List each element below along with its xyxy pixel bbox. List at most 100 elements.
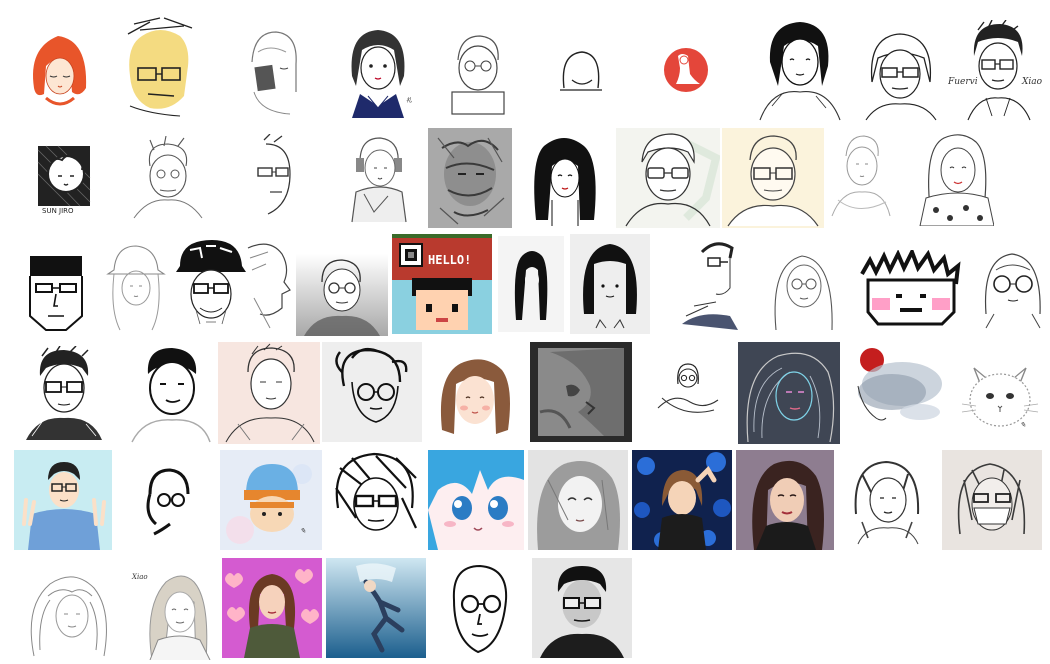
portrait-image [29, 256, 83, 331]
portrait-man-peach-bg[interactable] [218, 342, 320, 444]
portrait-ink-man-glasses-signed[interactable]: Fuervi Xiao [948, 20, 1044, 122]
portrait-image [351, 137, 407, 223]
portrait-image [257, 134, 291, 215]
portrait-dark-hair-woman[interactable] [736, 450, 834, 550]
portrait-image [133, 136, 203, 219]
portrait-image [625, 133, 720, 227]
portrait-masked-ink-woman[interactable] [942, 450, 1042, 550]
portrait-grey-man-glasses[interactable] [532, 558, 632, 658]
portrait-pixel-spiky-hair[interactable] [858, 250, 966, 332]
portrait-image [831, 135, 891, 217]
portrait-light-line-man[interactable] [828, 130, 894, 224]
portrait-minimal-line-face[interactable] [556, 44, 606, 100]
portrait-image [727, 135, 819, 227]
portrait-dark-abstract-profile[interactable] [530, 342, 632, 442]
portrait-boy-peace-sign[interactable] [14, 450, 112, 550]
portrait-image [452, 564, 508, 654]
portrait-image [392, 234, 492, 334]
portrait-image [149, 575, 211, 660]
portrait-image [514, 251, 548, 320]
portrait-brown-hair-girl[interactable] [434, 352, 514, 438]
portrait-anime-blue-hair[interactable] [428, 450, 524, 550]
artist-signature-fuervi: Fuervi [948, 77, 978, 87]
portrait-pencil-girl-book[interactable] [240, 22, 306, 118]
portrait-red-hair-girl[interactable] [20, 18, 100, 118]
portrait-watercolour-red-dot[interactable] [842, 342, 944, 442]
portrait-image [251, 31, 297, 115]
portrait-image [220, 450, 322, 550]
portrait-line-man-messy-hair[interactable] [128, 136, 208, 220]
portrait-image [326, 558, 426, 658]
portrait-image [682, 242, 738, 330]
portrait-ink-long-hair-small[interactable] [498, 236, 564, 332]
portrait-line-man-sign[interactable] [438, 26, 516, 122]
portrait-yellow-sketch-man[interactable] [120, 16, 202, 120]
portrait-fluffy-cat[interactable]: ✎ [956, 348, 1048, 442]
portrait-ink-woman-grey[interactable] [846, 454, 930, 548]
portrait-image [530, 342, 632, 442]
portrait-geometric-man[interactable] [16, 246, 96, 334]
portrait-image [33, 36, 87, 106]
portrait-image [537, 461, 620, 550]
portrait-charcoal-abstract[interactable] [428, 128, 512, 228]
portrait-grey-pencil-girl[interactable] [528, 450, 628, 550]
portrait-image [759, 22, 841, 121]
portrait-pixel-hello[interactable]: HELLO! [392, 234, 492, 334]
portrait-girl-blue-roses[interactable] [632, 450, 732, 550]
portrait-image [857, 348, 942, 421]
portrait-wavy-hair-girl[interactable] [20, 566, 116, 660]
portrait-image [428, 128, 512, 228]
artist-signature-xiao: Xiao [1022, 77, 1043, 87]
portrait-red-circle-figure[interactable] [656, 40, 716, 100]
portrait-long-black-hair-girl[interactable] [518, 130, 612, 226]
portrait-man-glasses-cream[interactable] [722, 128, 824, 228]
portrait-side-profile-glasses[interactable] [680, 236, 740, 332]
portrait-image [774, 255, 833, 331]
portrait-girl-bucket-hat[interactable] [100, 240, 172, 334]
portrait-image [440, 359, 510, 434]
portrait-image [37, 145, 91, 207]
portrait-image [335, 347, 408, 423]
portrait-line-girl-round-glasses[interactable] [980, 244, 1046, 330]
portrait-man-black-cap[interactable] [176, 236, 246, 334]
portrait-orange-beanie-kid[interactable]: ✎ [220, 450, 322, 550]
portrait-girl-hearts-pink[interactable] [222, 558, 322, 658]
portrait-image [296, 254, 388, 336]
portrait-image [657, 363, 719, 413]
portrait-scribble-man-glasses[interactable] [326, 448, 424, 550]
portrait-girl-headphones[interactable] [344, 132, 410, 224]
portrait-neon-line-girl[interactable] [738, 342, 840, 444]
portrait-line-girl-glasses[interactable] [762, 244, 846, 334]
portrait-bold-line-man-glasses[interactable] [440, 560, 520, 660]
portrait-image [865, 33, 937, 121]
portrait-image [222, 558, 322, 658]
portrait-minimal-bold-profile[interactable] [134, 464, 196, 540]
artist-caption-sun-jiro: SUN JIRO [42, 207, 74, 215]
portrait-man-glasses-soft-colour[interactable] [616, 128, 720, 228]
portrait-image [146, 468, 190, 536]
portrait-framed-curly-hair[interactable]: SUN JIRO [30, 140, 100, 220]
portrait-underwater-figure[interactable] [326, 558, 426, 658]
portrait-blonde-woman[interactable]: Xiao [130, 566, 218, 660]
portrait-image [26, 346, 102, 440]
portrait-image [632, 450, 732, 550]
portrait-profile-sketch[interactable] [240, 238, 296, 334]
portrait-ink-woman-navy[interactable]: 礼 [338, 20, 420, 120]
portrait-tiny-line-girl[interactable] [654, 358, 722, 422]
artist-signature-xiao-small: Xiao [132, 573, 148, 581]
portrait-image [14, 450, 112, 550]
portrait-bob-hair-glasses-man[interactable] [860, 28, 942, 122]
portrait-half-face-glasses[interactable] [236, 134, 294, 220]
artist-signature: 礼 [406, 97, 413, 104]
portrait-image [961, 367, 1039, 427]
portrait-ink-short-hair-woman[interactable] [752, 16, 844, 122]
portrait-ink-man-round-glasses[interactable] [322, 342, 422, 442]
portrait-ink-man-crosshatch[interactable] [22, 346, 106, 442]
portrait-image [583, 244, 637, 329]
portrait-man-glasses-gradient[interactable] [296, 254, 388, 336]
portrait-girl-polka-dot[interactable] [918, 128, 994, 226]
portrait-bold-line-man[interactable] [124, 344, 216, 444]
portrait-image [532, 558, 632, 658]
portrait-black-bob-girl[interactable] [570, 234, 650, 334]
